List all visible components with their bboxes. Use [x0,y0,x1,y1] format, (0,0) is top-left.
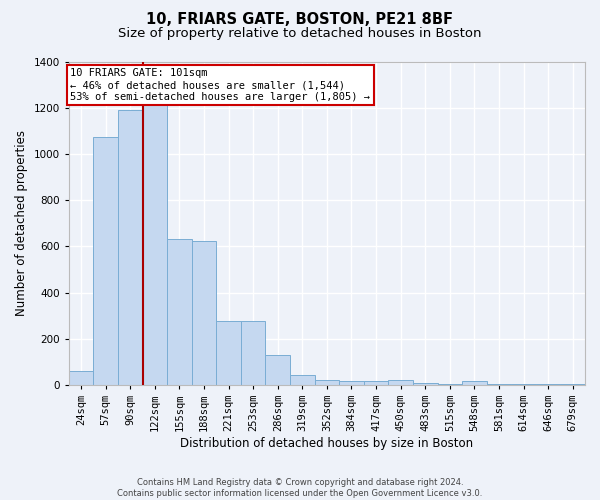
Bar [265,355,290,385]
Bar [413,384,437,385]
Bar [118,110,143,385]
Text: Size of property relative to detached houses in Boston: Size of property relative to detached ho… [118,28,482,40]
Text: 10 FRIARS GATE: 101sqm
← 46% of detached houses are smaller (1,544)
53% of semi-: 10 FRIARS GATE: 101sqm ← 46% of detached… [70,68,370,102]
Bar [487,384,511,385]
Bar [217,320,241,385]
Bar [290,375,314,385]
Bar [241,322,265,385]
Bar [388,380,413,385]
Bar [536,384,560,385]
Bar [314,380,339,385]
Bar [462,381,487,385]
Bar [192,240,217,385]
Bar [437,384,462,385]
Bar [511,384,536,385]
Text: Contains HM Land Registry data © Crown copyright and database right 2024.
Contai: Contains HM Land Registry data © Crown c… [118,478,482,498]
X-axis label: Distribution of detached houses by size in Boston: Distribution of detached houses by size … [181,437,473,450]
Text: 10, FRIARS GATE, BOSTON, PE21 8BF: 10, FRIARS GATE, BOSTON, PE21 8BF [146,12,454,28]
Bar [364,381,388,385]
Bar [339,381,364,385]
Bar [143,94,167,385]
Bar [69,370,94,385]
Y-axis label: Number of detached properties: Number of detached properties [15,130,28,316]
Bar [94,136,118,385]
Bar [167,240,192,385]
Bar [560,384,585,385]
